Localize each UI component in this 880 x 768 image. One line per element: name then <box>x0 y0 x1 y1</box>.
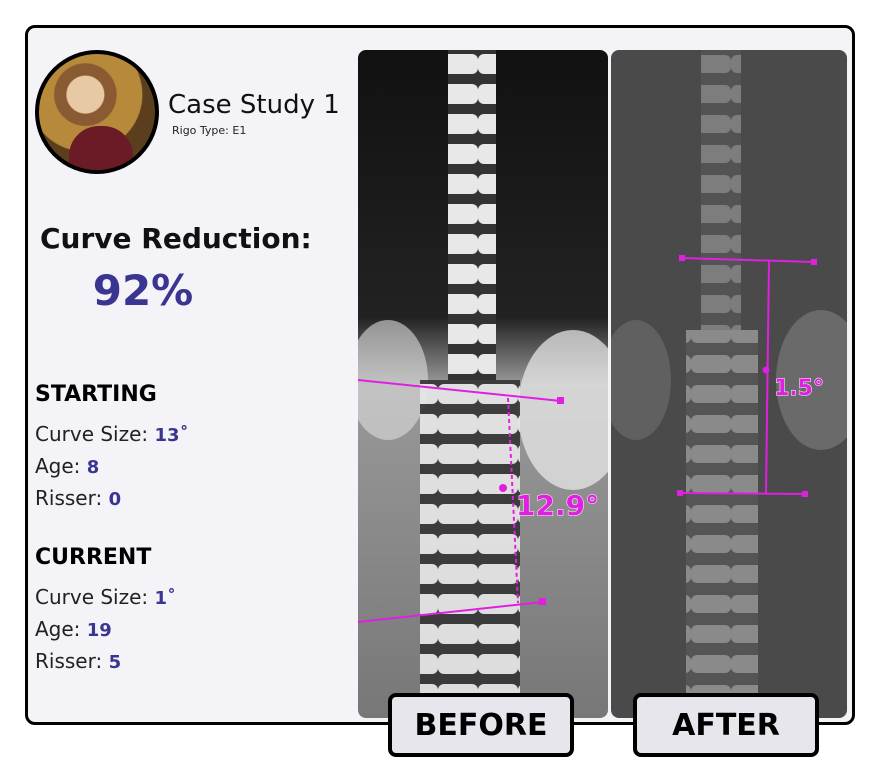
angle-annotation: 1.5° <box>774 376 824 401</box>
stat-row: Curve Size: 1˚ <box>35 585 176 609</box>
rigo-type: Rigo Type: E1 <box>172 124 247 137</box>
stat-value: 19 <box>86 620 112 641</box>
stat-row: Age: 8 <box>35 454 99 478</box>
stat-label: Age: <box>35 617 81 641</box>
section-heading: CURRENT <box>35 545 152 570</box>
stat-value: 8 <box>86 457 100 478</box>
stat-value: 13˚ <box>154 425 189 446</box>
case-title: Case Study 1 <box>168 90 340 120</box>
stat-label: Age: <box>35 454 81 478</box>
stat-label: Risser: <box>35 649 103 673</box>
stat-row: Age: 19 <box>35 617 112 641</box>
stat-value: 0 <box>108 489 122 510</box>
section-heading: STARTING <box>35 382 157 407</box>
summary-label: Curve Reduction: <box>40 222 312 255</box>
stat-row: Risser: 0 <box>35 486 121 510</box>
stat-value: 1˚ <box>154 588 177 609</box>
after-label: AFTER <box>633 693 819 757</box>
stat-row: Risser: 5 <box>35 649 121 673</box>
avatar <box>35 50 159 174</box>
angle-annotation: 12.9° <box>516 489 599 522</box>
stat-label: Risser: <box>35 486 103 510</box>
after-xray: 1.5° <box>611 50 847 718</box>
stat-label: Curve Size: <box>35 422 149 446</box>
before-label: BEFORE <box>388 693 574 757</box>
summary-value: 92% <box>92 266 194 315</box>
stat-row: Curve Size: 13˚ <box>35 422 189 446</box>
stat-value: 5 <box>108 652 122 673</box>
before-xray: 12.9° <box>358 50 608 718</box>
stat-label: Curve Size: <box>35 585 149 609</box>
